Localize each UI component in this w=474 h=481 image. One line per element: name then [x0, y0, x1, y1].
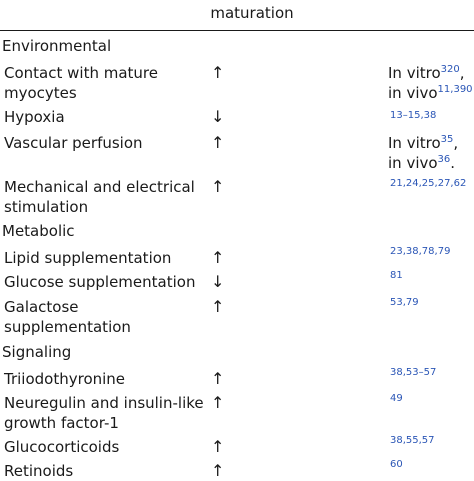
factor-label: Glucocorticoids — [4, 438, 120, 456]
reference-citations[interactable]: 38,53–57 — [390, 367, 437, 378]
reference-citations[interactable]: 21,24,25,27,62 — [390, 178, 467, 189]
effect-arrow: ↓ — [211, 107, 225, 126]
effect-arrow: ↑ — [211, 393, 225, 412]
reference-citations[interactable]: 60 — [390, 459, 403, 470]
effect-arrow: ↑ — [211, 248, 225, 267]
ref-citation[interactable]: 11,390 — [437, 84, 473, 95]
ref-punct: , — [453, 134, 459, 152]
ref-label: In vitro — [388, 64, 441, 82]
factor-label: Retinoids — [4, 462, 74, 480]
effect-arrow: ↑ — [211, 63, 225, 82]
factor-label: Lipid supplementation — [4, 249, 172, 267]
reference-cell: In vitro320, in vivo11,390 — [388, 63, 473, 103]
effect-arrow: ↑ — [211, 177, 225, 196]
ref-citation[interactable]: 320 — [440, 64, 460, 75]
effect-arrow: ↓ — [211, 272, 225, 291]
ref-label: in vivo — [388, 154, 438, 172]
reference-citations[interactable]: 23,38,78,79 — [390, 246, 451, 257]
reference-citations[interactable]: 53,79 — [390, 297, 419, 308]
section-signaling: Signaling — [2, 343, 72, 361]
effect-arrow: ↑ — [211, 297, 225, 316]
section-environmental: Environmental — [2, 37, 112, 55]
ref-citation[interactable]: 35 — [440, 134, 454, 145]
reference-citations[interactable]: 13–15,38 — [390, 110, 437, 121]
reference-citations[interactable]: 81 — [390, 270, 403, 281]
section-metabolic: Metabolic — [2, 222, 75, 240]
factor-label: Contact with mature myocytes — [4, 64, 158, 102]
factor-label: Neuregulin and insulin-like growth facto… — [4, 394, 204, 432]
factor-label: Vascular perfusion — [4, 134, 143, 152]
header-rule — [0, 30, 474, 31]
effect-arrow: ↑ — [211, 133, 225, 152]
ref-label: In vitro — [388, 134, 441, 152]
ref-punct: , — [459, 64, 465, 82]
reference-citations[interactable]: 49 — [390, 393, 403, 404]
effect-arrow: ↑ — [211, 369, 225, 388]
factor-label: Hypoxia — [4, 108, 65, 126]
ref-citation[interactable]: 36 — [437, 154, 451, 165]
factor-label: Triiodothyronine — [4, 370, 126, 388]
reference-citations[interactable]: 38,55,57 — [390, 435, 435, 446]
factor-label: Mechanical and electrical stimulation — [4, 178, 195, 216]
effect-arrow: ↑ — [211, 437, 225, 456]
column-header-maturation: maturation — [210, 4, 294, 22]
factor-label: Glucose supplementation — [4, 273, 196, 291]
ref-label: in vivo — [388, 84, 438, 102]
reference-cell: In vitro35, in vivo36. — [388, 133, 458, 173]
factor-label: Galactose supplementation — [4, 298, 131, 336]
ref-punct: . — [450, 154, 456, 172]
effect-arrow: ↑ — [211, 461, 225, 480]
